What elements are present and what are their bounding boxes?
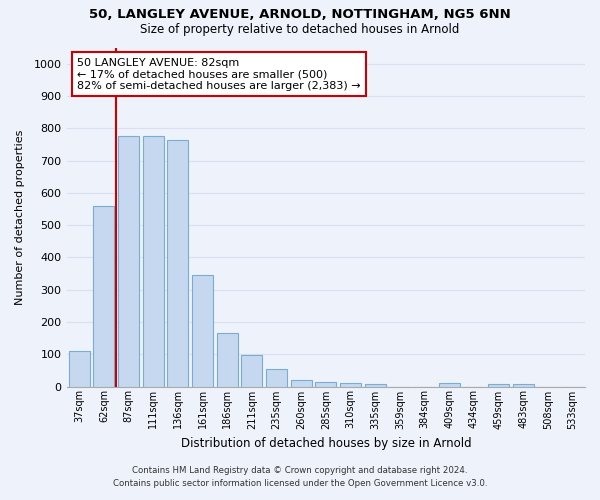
- Text: Size of property relative to detached houses in Arnold: Size of property relative to detached ho…: [140, 22, 460, 36]
- Bar: [192, 275, 213, 386]
- Y-axis label: Number of detached properties: Number of detached properties: [15, 130, 25, 304]
- Bar: [69, 351, 90, 386]
- Bar: [217, 333, 238, 386]
- Bar: [513, 384, 534, 386]
- Bar: [143, 136, 164, 386]
- Bar: [291, 380, 312, 386]
- Text: Contains HM Land Registry data © Crown copyright and database right 2024.
Contai: Contains HM Land Registry data © Crown c…: [113, 466, 487, 487]
- Text: 50, LANGLEY AVENUE, ARNOLD, NOTTINGHAM, NG5 6NN: 50, LANGLEY AVENUE, ARNOLD, NOTTINGHAM, …: [89, 8, 511, 20]
- Bar: [316, 382, 337, 386]
- Bar: [340, 382, 361, 386]
- Bar: [266, 369, 287, 386]
- Bar: [94, 206, 115, 386]
- Bar: [488, 384, 509, 386]
- X-axis label: Distribution of detached houses by size in Arnold: Distribution of detached houses by size …: [181, 437, 471, 450]
- Bar: [241, 355, 262, 386]
- Bar: [167, 140, 188, 386]
- Text: 50 LANGLEY AVENUE: 82sqm
← 17% of detached houses are smaller (500)
82% of semi-: 50 LANGLEY AVENUE: 82sqm ← 17% of detach…: [77, 58, 361, 91]
- Bar: [365, 384, 386, 386]
- Bar: [118, 136, 139, 386]
- Bar: [439, 384, 460, 386]
